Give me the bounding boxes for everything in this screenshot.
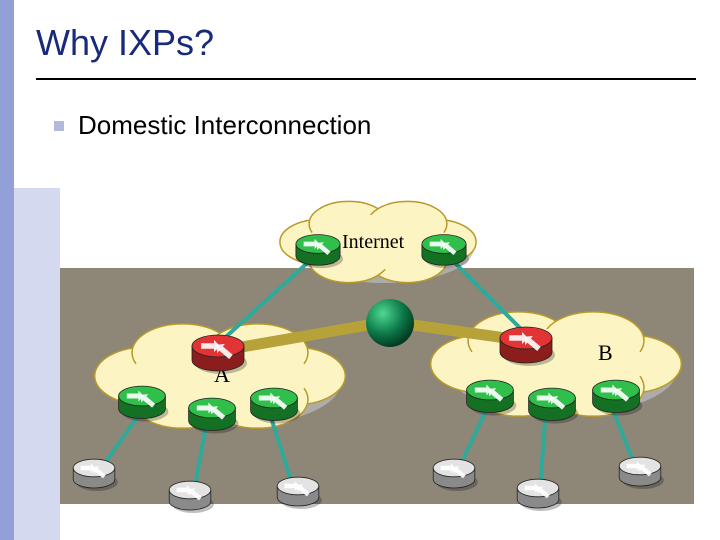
bullet-row: Domestic Interconnection — [54, 110, 371, 141]
diagram-svg: InternetAB — [60, 208, 694, 508]
router-int-r — [422, 235, 469, 269]
bullet-icon — [54, 121, 64, 131]
title-divider — [36, 78, 696, 80]
router-b-t3 — [619, 457, 664, 489]
router-b-g1 — [467, 380, 517, 415]
cloud-label-B: B — [598, 340, 613, 365]
router-a-t2 — [169, 481, 214, 513]
router-b-t1 — [433, 459, 478, 491]
router-a-core — [192, 335, 247, 374]
network-diagram: InternetAB — [60, 268, 694, 504]
ixp-sphere — [366, 299, 414, 347]
left-accent-light — [14, 188, 60, 540]
left-accent-dark — [0, 0, 14, 540]
router-a-g3 — [251, 388, 301, 423]
router-b-g3 — [593, 380, 643, 415]
router-a-g1 — [119, 386, 169, 421]
router-b-g2 — [529, 388, 579, 423]
router-int-l — [296, 235, 343, 269]
cloud-label-internet: Internet — [342, 231, 405, 253]
slide-title: Why IXPs? — [36, 22, 214, 64]
router-a-t3 — [277, 477, 322, 509]
router-a-g2 — [189, 398, 239, 433]
router-b-t2 — [517, 479, 562, 511]
bullet-text: Domestic Interconnection — [78, 110, 371, 141]
router-a-t1 — [73, 459, 118, 491]
router-b-core — [500, 327, 555, 366]
